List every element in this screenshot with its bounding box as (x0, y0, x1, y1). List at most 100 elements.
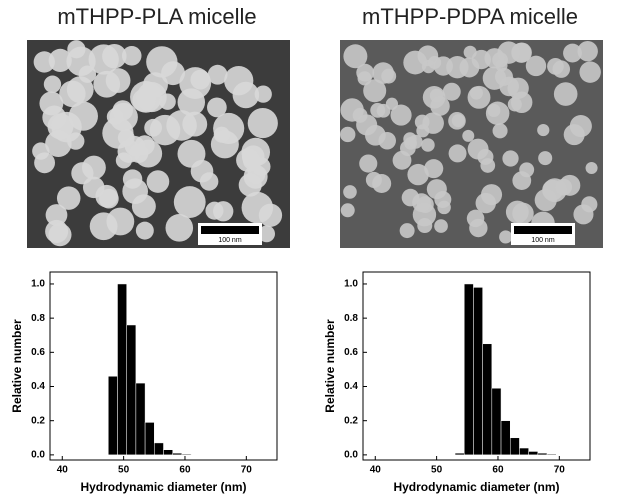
x-axis-label: Hydrodynamic diameter (nm) (393, 480, 559, 494)
micelle (442, 82, 461, 101)
y-tick-label: 0.4 (31, 381, 45, 392)
micelle (499, 76, 520, 97)
micelle (166, 110, 197, 141)
micelle (467, 138, 489, 160)
micelle (146, 46, 178, 78)
micelle (417, 218, 433, 234)
micelle (340, 203, 355, 218)
micelle (511, 42, 532, 63)
y-axis-label: Relative number (10, 319, 24, 413)
micelle (376, 103, 391, 118)
x-tick-label: 70 (554, 465, 566, 476)
micelle (424, 159, 444, 179)
micelle (408, 134, 423, 149)
bar (117, 283, 127, 456)
micelle (421, 138, 435, 152)
micelle (553, 82, 578, 106)
bar (144, 422, 155, 456)
bar (172, 452, 183, 456)
micelle (45, 219, 69, 243)
micelle (254, 85, 272, 103)
plot-frame (49, 271, 278, 461)
bar (509, 437, 520, 456)
micelle (429, 88, 444, 103)
micelle (356, 114, 378, 136)
micelle (434, 219, 448, 233)
bar (528, 451, 539, 456)
micelle (502, 150, 519, 167)
micelle (407, 163, 429, 186)
micelle (577, 40, 598, 62)
bar (126, 324, 137, 456)
micelle (569, 115, 592, 138)
y-axis-label: Relative number (323, 319, 337, 413)
micelle (112, 100, 133, 121)
micelle (131, 194, 156, 219)
micelle (48, 48, 72, 73)
bar (135, 382, 146, 456)
micelle (363, 79, 387, 103)
micelle (33, 51, 55, 73)
micelle (207, 97, 227, 118)
micelle (224, 66, 254, 96)
y-tick-label: 0.0 (344, 450, 358, 461)
micelle (403, 50, 428, 75)
x-tick-label: 60 (179, 465, 191, 476)
micelle (177, 139, 206, 168)
micelle (573, 204, 594, 225)
bar (463, 283, 474, 456)
micelle (146, 170, 170, 193)
y-tick-label: 0.4 (344, 381, 358, 392)
micelle (135, 221, 154, 240)
x-tick-label: 70 (241, 465, 253, 476)
y-tick-label: 0.6 (344, 347, 358, 358)
micelle (56, 186, 81, 210)
micelle (134, 139, 163, 168)
x-axis-label: Hydrodynamic diameter (nm) (80, 480, 246, 494)
x-tick-label: 40 (370, 465, 382, 476)
micelle (66, 76, 94, 104)
bar (482, 343, 493, 456)
micelle (51, 111, 82, 143)
micelle (499, 230, 513, 244)
bar (181, 453, 192, 456)
bar (154, 442, 164, 456)
scale-bar-label: 100 nm (531, 237, 555, 244)
micelle (392, 150, 412, 170)
micelle (512, 171, 532, 190)
micelle (205, 201, 224, 220)
micelle (105, 68, 131, 93)
micelle (487, 103, 501, 118)
micelle (213, 112, 245, 145)
micelle (484, 48, 505, 69)
micelle (412, 193, 431, 213)
micelle (340, 98, 364, 122)
micelle (448, 144, 467, 163)
micelle (106, 207, 135, 236)
bar (500, 420, 511, 456)
panel-title: mTHPP-PDPA micelle (362, 4, 578, 29)
y-tick-label: 0.2 (31, 415, 45, 426)
bar (546, 453, 557, 456)
micelle (199, 172, 219, 191)
micelle (34, 152, 56, 174)
micelle (507, 97, 522, 112)
micelle (480, 158, 496, 173)
micelle (512, 202, 534, 225)
bar (473, 287, 483, 456)
micelle (251, 157, 271, 176)
micelle (475, 192, 496, 214)
micelle (179, 67, 212, 99)
x-tick-label: 40 (57, 465, 69, 476)
y-tick-label: 1.0 (31, 279, 45, 290)
micelle (173, 186, 206, 218)
bar (519, 447, 529, 456)
micelle (422, 112, 444, 134)
micelle (207, 64, 228, 85)
micelle (67, 40, 86, 59)
micelle (448, 112, 466, 130)
bar (491, 387, 502, 456)
y-tick-label: 0.8 (344, 313, 358, 324)
micelle (99, 188, 119, 209)
micelle (538, 151, 553, 166)
